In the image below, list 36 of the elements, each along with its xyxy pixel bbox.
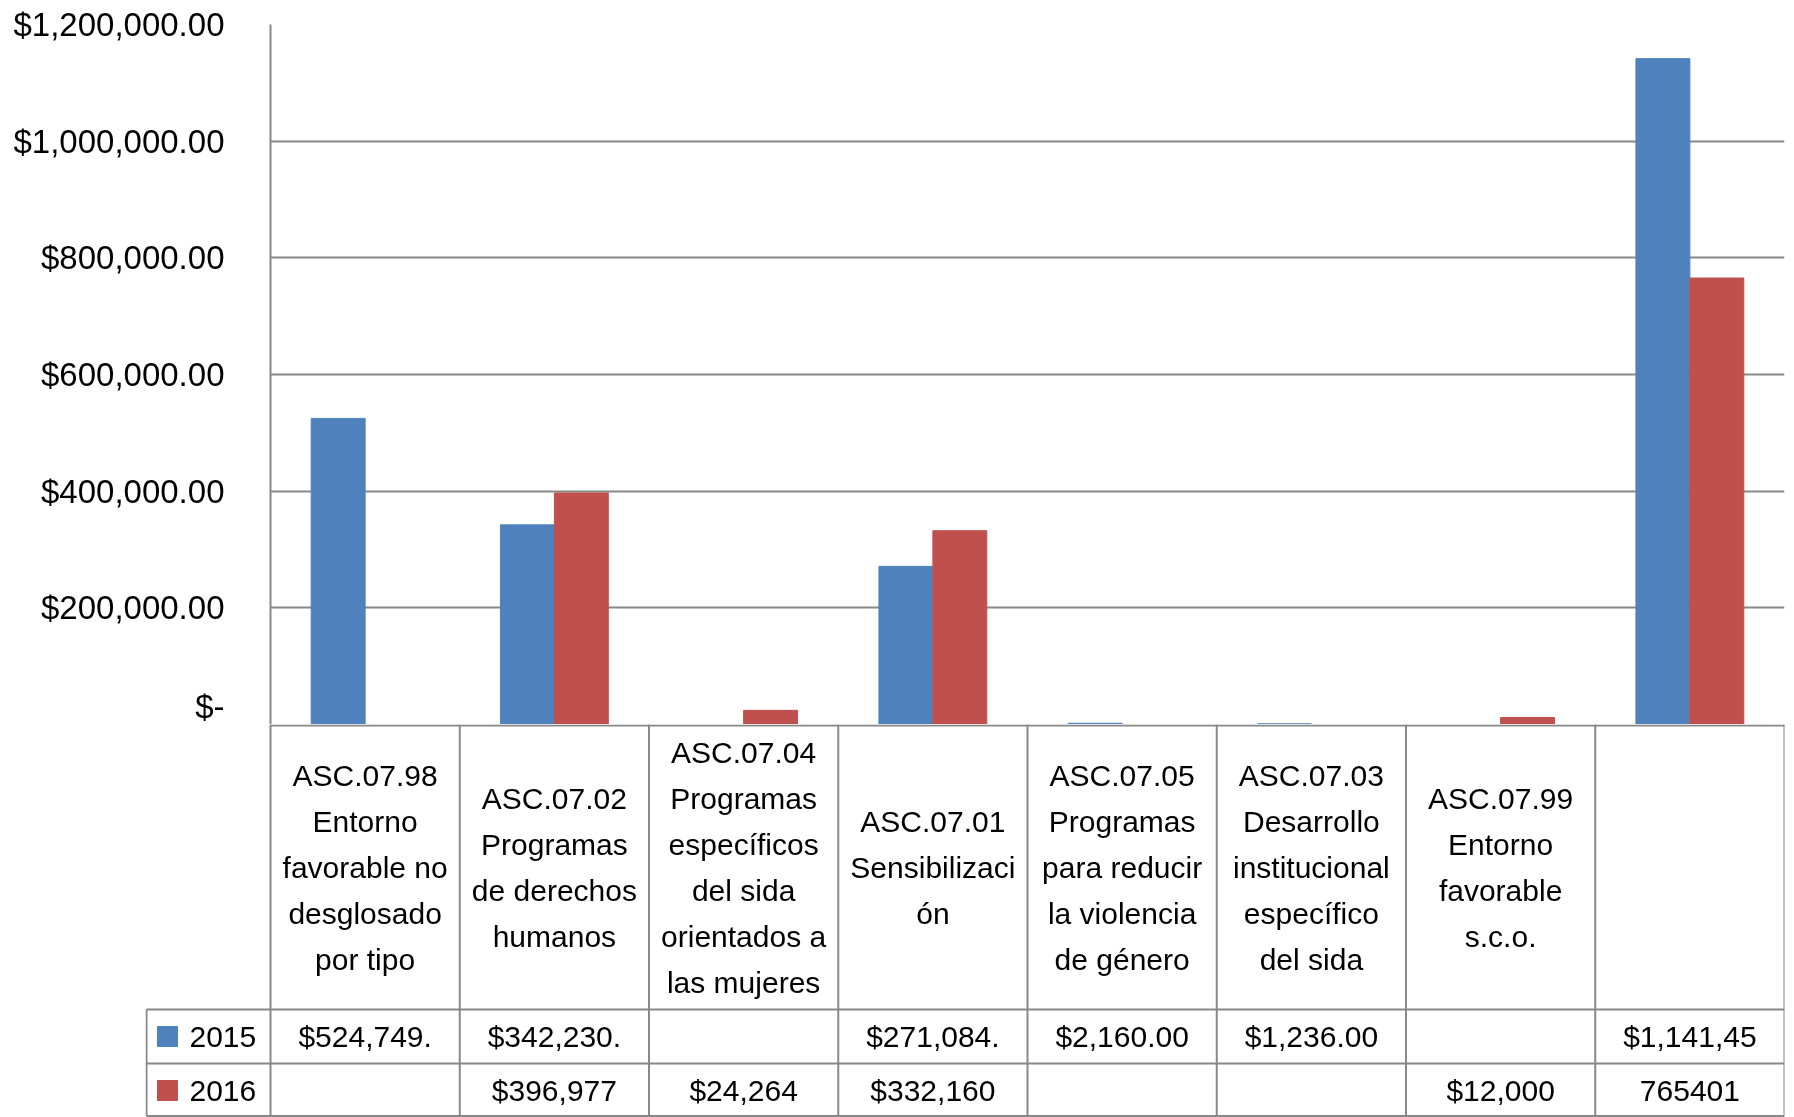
- data-label: $1,141,45: [1623, 1020, 1757, 1053]
- bar: [878, 565, 934, 724]
- data-label: $524,749.: [298, 1020, 432, 1053]
- y-tick-label: $1,200,000.00: [13, 6, 225, 43]
- x-tick-label: ASC.07.05 Programas para reducir la violencia de género: [1042, 758, 1203, 976]
- data-label: $332,160: [870, 1074, 996, 1107]
- data-label: $24,264: [689, 1074, 798, 1107]
- y-tick-label: $1,000,000.00: [13, 122, 225, 160]
- x-tick-label: ASC.07.04 Programas específicos del sida orientados a las mujeres: [661, 735, 827, 999]
- data-label: $396,977: [491, 1074, 617, 1107]
- bar: [1689, 277, 1745, 724]
- data-label: $2,160.00: [1055, 1020, 1189, 1053]
- y-tick-label: $-: [195, 687, 225, 725]
- x-tick-label: ASC.07.03 Desarrollo institucional específico del sida: [1233, 758, 1390, 976]
- x-tick-label: ASC.07.99 Entorno favorable s.c.o.: [1428, 781, 1574, 953]
- x-tick-label: ASC.07.02 Programas de derechos humanos: [471, 781, 637, 953]
- legend-label: 2016: [189, 1073, 257, 1107]
- bar: [310, 417, 366, 724]
- y-tick-label: $800,000.00: [40, 239, 225, 277]
- y-tick-label: $200,000.00: [40, 589, 225, 627]
- bar: [499, 524, 555, 724]
- y-tick-label: $400,000.00: [40, 472, 225, 510]
- data-label: 765401: [1639, 1073, 1740, 1107]
- bar: [553, 492, 609, 724]
- bar: [932, 530, 988, 724]
- bar: [743, 709, 799, 724]
- y-tick-label: $600,000.00: [40, 356, 225, 393]
- data-label: $1,236.00: [1244, 1020, 1379, 1053]
- data-label: $12,000: [1446, 1074, 1555, 1107]
- x-tick-label: ASC.07.01 Sensibilizaci ón: [850, 804, 1016, 930]
- x-tick-label: ASC.07.98 Entorno favorable no desglosado por tipo: [282, 758, 448, 976]
- data-label: $271,084.: [866, 1020, 1000, 1053]
- bar: [1635, 58, 1691, 724]
- bar: [1500, 717, 1556, 724]
- legend-label: 2015: [189, 1019, 257, 1053]
- data-label: $342,230.: [487, 1020, 622, 1053]
